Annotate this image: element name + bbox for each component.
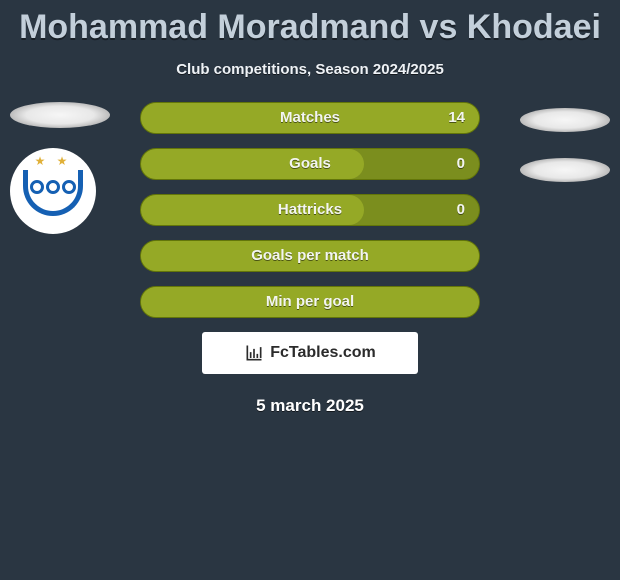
stat-bar-value-right: 14 (448, 103, 465, 133)
stat-bar: Goals per match (140, 240, 480, 272)
player-shadow-icon (520, 158, 610, 182)
stat-bar-value-right: 0 (457, 149, 465, 179)
stat-bar-label: Min per goal (141, 287, 479, 317)
player-shadow-icon (10, 102, 110, 128)
stat-bar-value-right: 0 (457, 195, 465, 225)
comparison-arena: Matches14Goals0Hattricks0Goals per match… (0, 102, 620, 416)
brand-text: FcTables.com (270, 344, 376, 362)
stat-bar-label: Matches (141, 103, 479, 133)
stat-bar-label: Goals per match (141, 241, 479, 271)
player-left-slot (10, 102, 110, 234)
page-subtitle: Club competitions, Season 2024/2025 (0, 61, 620, 78)
stat-bar: Min per goal (140, 286, 480, 318)
date-text: 5 march 2025 (0, 396, 620, 416)
club-logo-left (10, 148, 96, 234)
brand-badge[interactable]: FcTables.com (202, 332, 418, 374)
bar-chart-icon (244, 343, 264, 363)
stat-bar-label: Goals (141, 149, 479, 179)
player-right-slot (520, 102, 610, 202)
stat-bars: Matches14Goals0Hattricks0Goals per match… (140, 102, 480, 318)
stat-bar: Goals0 (140, 148, 480, 180)
player-shadow-icon (520, 108, 610, 132)
page-title: Mohammad Moradmand vs Khodaei (0, 0, 620, 47)
stat-bar: Hattricks0 (140, 194, 480, 226)
stat-bar-label: Hattricks (141, 195, 479, 225)
stat-bar: Matches14 (140, 102, 480, 134)
